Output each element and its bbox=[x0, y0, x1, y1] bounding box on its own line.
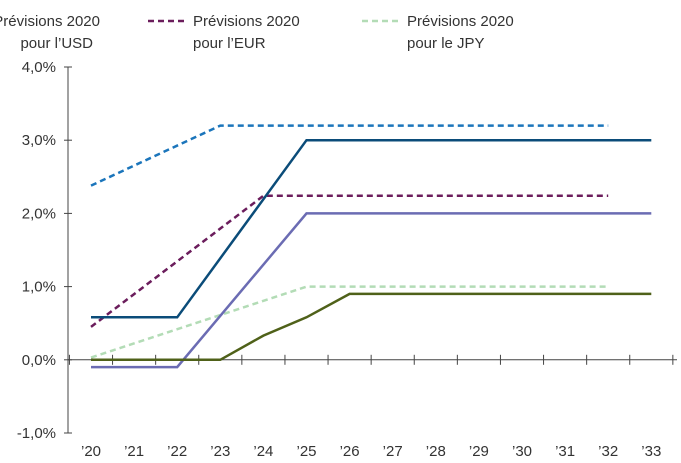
legend-label: pour l’EUR bbox=[193, 35, 266, 52]
x-tick-label: ’31 bbox=[555, 443, 575, 460]
x-tick-label: ’20 bbox=[81, 443, 101, 460]
x-tick-label: ’28 bbox=[426, 443, 446, 460]
series-line bbox=[91, 292, 652, 362]
x-tick-label: ’22 bbox=[167, 443, 187, 460]
series-line bbox=[90, 194, 609, 328]
legend-label: pour le JPY bbox=[407, 35, 485, 52]
y-tick-label: 2,0% bbox=[22, 205, 56, 222]
axes: 4,0% 3,0% 2,0% 1,0% 0,0% -1,0% ’20 ’21 ’22 ’23 ’24… bbox=[17, 59, 677, 460]
series-line bbox=[90, 124, 609, 187]
y-tick-label: 3,0% bbox=[22, 132, 56, 149]
series-line bbox=[90, 285, 609, 359]
series-lines bbox=[90, 124, 652, 369]
legend-label: Prévisions 2020 bbox=[0, 13, 100, 30]
y-tick-label: -1,0% bbox=[17, 425, 56, 442]
legend-label: Prévisions 2020 bbox=[193, 13, 300, 30]
legend-entry: Prévisions 2020 pour le JPY bbox=[362, 13, 514, 52]
y-tick-label: 0,0% bbox=[22, 352, 56, 369]
x-tick-label: ’21 bbox=[124, 443, 144, 460]
legend-label: Prévisions 2020 bbox=[407, 13, 514, 30]
x-tick-label: ’33 bbox=[641, 443, 661, 460]
x-tick-label: ’27 bbox=[383, 443, 403, 460]
x-tick-label: ’23 bbox=[210, 443, 230, 460]
y-tick-label: 4,0% bbox=[22, 59, 56, 76]
x-tick-label: ’30 bbox=[512, 443, 532, 460]
x-tick-label: ’24 bbox=[253, 443, 273, 460]
x-tick-label: ’25 bbox=[296, 443, 316, 460]
legend-entry: Prévisions 2020 pour l’EUR bbox=[148, 13, 300, 52]
legend-label: pour l’USD bbox=[20, 35, 93, 52]
series-line bbox=[91, 138, 652, 319]
x-tick-label: ’26 bbox=[340, 443, 360, 460]
y-tick-label: 1,0% bbox=[22, 279, 56, 296]
series-line bbox=[91, 212, 652, 369]
legend-entry: Prévisions 2020 pour l’USD bbox=[0, 13, 100, 52]
x-tick-label: ’32 bbox=[598, 443, 618, 460]
x-tick-label: ’29 bbox=[469, 443, 489, 460]
